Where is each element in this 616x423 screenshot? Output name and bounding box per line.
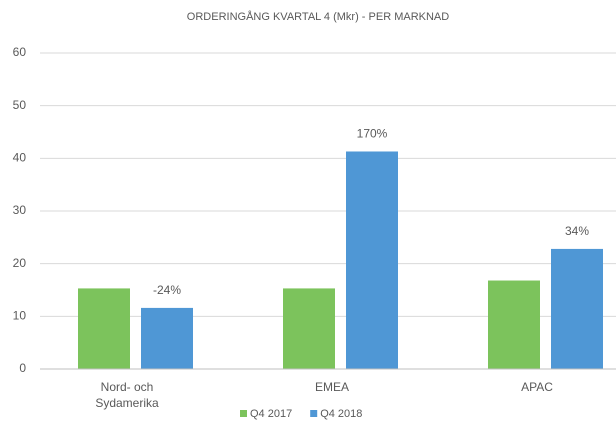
y-tick-label: 0 [19,361,26,375]
x-tick-label: Nord- och Sydamerika [95,380,159,410]
x-tick-label: APAC [521,380,553,394]
y-tick-label: 20 [13,256,27,270]
bar [488,280,540,369]
x-tick-label: EMEA [314,380,349,394]
y-tick-label: 10 [13,309,27,323]
annotation: -24% [153,283,181,297]
legend-swatch [310,410,318,417]
y-tick-label: 50 [13,98,27,112]
bar [346,151,398,369]
legend-label: Q4 2017 [250,408,292,420]
bar [78,288,130,369]
bar [283,288,335,369]
y-tick-label: 30 [13,203,27,217]
legend-label: Q4 2018 [320,408,362,420]
bar [141,307,193,369]
bar [551,248,603,369]
chart-title: ORDERINGÅNG KVARTAL 4 (Mkr) - PER MARKNA… [187,10,449,23]
annotation: 34% [565,224,589,238]
annotation: 170% [357,127,388,141]
y-tick-label: 40 [13,151,27,165]
legend-swatch [240,410,247,417]
y-tick-label: 60 [13,45,27,59]
